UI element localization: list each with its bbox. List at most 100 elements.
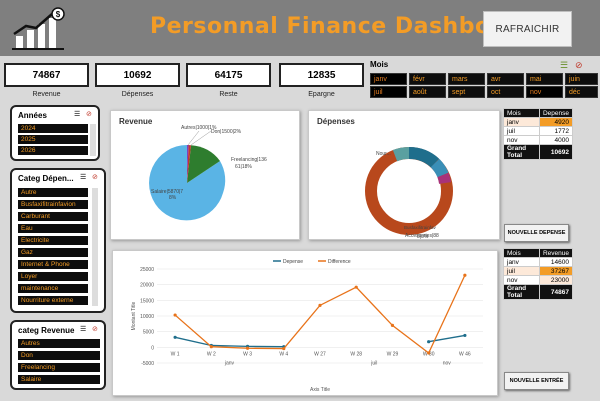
x-tick-label: W 27 (314, 351, 326, 357)
pivot-row-value: 23000 (538, 275, 574, 285)
annees-item[interactable]: 2024 (18, 124, 88, 133)
depenses-chart-title: Dépenses (317, 117, 355, 126)
depenses-donut-chart: Accessories|88 8|8% Nour... Busfaxifitra… (365, 146, 453, 240)
donut-slice-electricite (437, 172, 451, 184)
mois-btn-aout[interactable]: août (409, 86, 446, 98)
donut-slice-accessories (408, 146, 440, 168)
multi-select-icon[interactable]: ☰ (80, 326, 87, 333)
depense-pivot-table: Mois Depense janv 4920 juil 1772 nov 4000 Gr… (503, 108, 574, 160)
mois-btn-mars[interactable]: mars (448, 73, 485, 85)
mois-btn-juil[interactable]: juil (370, 86, 407, 98)
line-chart-card: -5000 0 5000 10000 15000 20000 25000 W 1 W 2 W 3 W… (112, 250, 498, 396)
y-tick-label: 15000 (140, 298, 154, 304)
kpi-epargne-value: 12835 (279, 63, 364, 87)
categ-revenue-item[interactable]: Salaire (18, 375, 100, 384)
x-tick-label: W 3 (243, 351, 252, 357)
pie-slice-don (187, 145, 191, 183)
scrollbar[interactable] (92, 188, 98, 306)
x-tick-label: W 4 (279, 351, 288, 357)
kpi-depenses-label: Dépenses (121, 91, 154, 98)
clear-filter-icon[interactable]: ⊘ (575, 60, 583, 70)
annees-item[interactable]: 2025 (18, 135, 88, 144)
mois-btn-fevr[interactable]: févr (409, 73, 446, 85)
categ-depense-item[interactable]: maintenance (18, 284, 88, 293)
pivot-header-mois[interactable]: Mois (503, 248, 540, 258)
page-title: Personnal Finance Dashboard (150, 14, 534, 39)
refresh-button[interactable]: RAFRAICHIR (483, 11, 572, 47)
categ-revenue-slicer-title: categ Revenue (18, 326, 75, 335)
depenses-donut-card: Dépenses Accessories|88 8|8% Nour... Bus… (308, 110, 500, 240)
data-point-depense (427, 340, 431, 344)
categ-depense-item[interactable]: Gaz (18, 248, 88, 257)
categ-depense-item[interactable]: Carburant (18, 212, 88, 221)
mois-btn-juin[interactable]: juin (565, 73, 598, 85)
categ-depense-item[interactable]: Busfaxifitrainfavion (18, 200, 88, 209)
pivot-total-value: 74867 (538, 284, 574, 300)
x-group-label: nov (443, 360, 452, 366)
pivot-row-label: janv (503, 117, 540, 127)
mois-btn-avr[interactable]: avr (487, 73, 524, 85)
legend-label: Difference (328, 259, 351, 265)
categ-depense-slicer: Categ Dépen... ☰ ⊘ Autre Busfaxifitrainf… (10, 168, 106, 313)
categ-revenue-item[interactable]: Autres (18, 339, 100, 348)
data-point-depense (463, 333, 467, 338)
multi-select-icon[interactable]: ☰ (80, 174, 87, 181)
multi-select-icon[interactable]: ☰ (74, 111, 81, 118)
categ-depense-item[interactable]: Autre (18, 188, 88, 197)
finance-logo-icon: $ (12, 7, 65, 50)
data-point-depense (173, 335, 177, 339)
y-tick-label: 20000 (140, 283, 154, 289)
y-tick-label: 25000 (140, 267, 154, 273)
data-point-difference (354, 285, 358, 289)
donut-label-bus: Busfaxifitrainfav (404, 225, 437, 230)
new-expense-button[interactable]: NOUVELLE DEPENSE (504, 224, 569, 242)
categ-revenue-item[interactable]: Freelancing (18, 363, 100, 372)
categ-depense-item[interactable]: Eau (18, 224, 88, 233)
pivot-row-label: juil (503, 266, 540, 276)
clear-filter-icon[interactable]: ⊘ (86, 111, 92, 118)
mois-btn-mai[interactable]: mai (526, 73, 563, 85)
mois-btn-dec[interactable]: déc (565, 86, 598, 98)
scrollbar[interactable] (90, 124, 96, 156)
categ-depense-item[interactable]: Internet & Phone (18, 260, 88, 269)
new-entry-button[interactable]: NOUVELLE ENTRÉE (504, 372, 569, 390)
line-chart: -5000 0 5000 10000 15000 20000 25000 W 1 W 2 W 3 W… (131, 259, 483, 393)
categ-revenue-slicer: categ Revenue ☰ ⊘ Autres Don Freelancing… (10, 320, 106, 390)
donut-label-accessories: Accessories|88 (405, 233, 439, 239)
svg-text:$: $ (56, 10, 61, 19)
pivot-header-mois[interactable]: Mois (503, 108, 540, 118)
mois-btn-sept[interactable]: sept (448, 86, 485, 98)
svg-text:8|8%: 8|8% (417, 234, 429, 240)
pivot-row-value: 4000 (538, 135, 574, 145)
pivot-total-label: Grand Total (503, 144, 540, 160)
kpi-epargne-label: Epargne (308, 91, 335, 98)
mois-btn-nov[interactable]: nov (526, 86, 563, 98)
pivot-row-value: 1772 (538, 126, 574, 136)
svg-text:61|18%: 61|18% (235, 164, 252, 170)
categ-depense-slicer-title: Categ Dépen... (18, 174, 74, 183)
clear-filter-icon[interactable]: ⊘ (92, 326, 98, 333)
categ-revenue-item[interactable]: Don (18, 351, 100, 360)
categ-depense-item[interactable]: Electricite (18, 236, 88, 245)
categ-depense-item[interactable]: Nourriture externe (18, 296, 88, 305)
series-line-difference (174, 274, 466, 354)
multi-select-icon[interactable]: ☰ (560, 60, 569, 70)
x-tick-label: W 46 (459, 351, 471, 357)
data-point-difference (390, 323, 395, 327)
y-tick-label: 5000 (143, 330, 154, 336)
revenue-pivot-table: Mois Revenue janv 14600 juil 37267 nov 23000… (503, 248, 574, 300)
annees-item[interactable]: 2026 (18, 146, 88, 155)
clear-filter-icon[interactable]: ⊘ (92, 174, 98, 181)
donut-label-nourriture: Nour... (376, 151, 391, 157)
data-point-difference (209, 345, 213, 349)
pivot-row-value: 4920 (538, 117, 574, 127)
categ-depense-item[interactable]: Loyer (18, 272, 88, 281)
x-group-label: janv (224, 360, 235, 366)
revenue-pie-card: Revenue Autres|1000|1% Don|1500|2% Freel… (110, 110, 300, 240)
kpi-reste-label: Reste (219, 91, 238, 98)
mois-btn-janv[interactable]: janv (370, 73, 407, 85)
x-tick-label: W 2 (207, 351, 216, 357)
pie-label-don: Don|1500|2% (211, 129, 242, 135)
mois-btn-oct[interactable]: oct (487, 86, 524, 98)
pie-label-salaire: Salaire|5870|7 (151, 189, 183, 195)
